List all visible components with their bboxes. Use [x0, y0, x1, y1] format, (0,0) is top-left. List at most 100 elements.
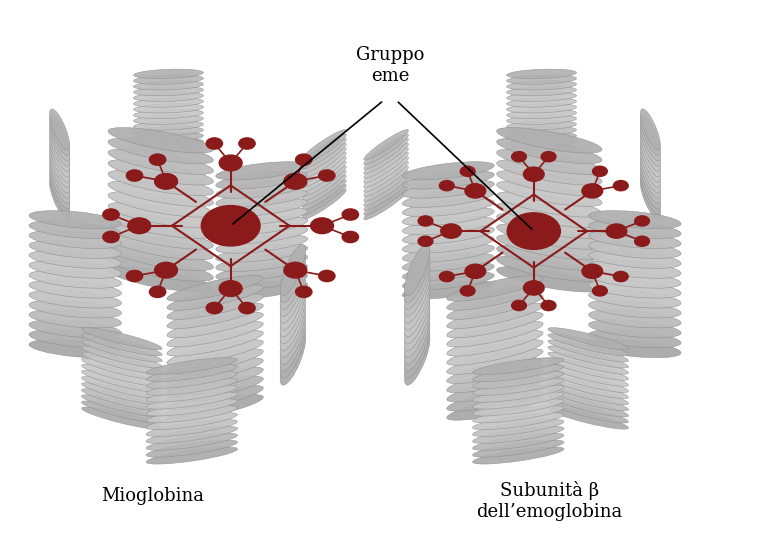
Circle shape [206, 302, 222, 314]
Ellipse shape [640, 109, 661, 150]
Ellipse shape [589, 330, 681, 348]
Ellipse shape [167, 358, 264, 383]
Circle shape [635, 236, 650, 246]
Ellipse shape [473, 385, 564, 402]
Ellipse shape [280, 326, 306, 378]
Ellipse shape [405, 292, 430, 344]
Ellipse shape [507, 69, 576, 78]
Ellipse shape [497, 266, 602, 292]
Ellipse shape [640, 178, 661, 220]
Ellipse shape [447, 285, 543, 310]
Ellipse shape [167, 395, 264, 420]
Ellipse shape [216, 281, 308, 299]
Ellipse shape [405, 299, 430, 351]
Circle shape [441, 224, 462, 238]
Ellipse shape [216, 272, 308, 290]
Ellipse shape [50, 173, 69, 214]
Ellipse shape [302, 166, 346, 197]
Ellipse shape [302, 162, 346, 192]
Ellipse shape [548, 328, 629, 350]
Ellipse shape [133, 86, 204, 96]
Ellipse shape [167, 285, 264, 310]
Circle shape [523, 167, 544, 182]
Ellipse shape [280, 272, 306, 323]
Ellipse shape [216, 171, 308, 189]
Ellipse shape [302, 129, 346, 160]
Circle shape [460, 166, 475, 176]
Text: Gruppo
eme: Gruppo eme [356, 46, 424, 85]
Ellipse shape [507, 98, 576, 107]
Circle shape [541, 151, 556, 162]
Ellipse shape [402, 281, 495, 299]
Ellipse shape [497, 202, 602, 228]
Ellipse shape [497, 235, 602, 260]
Ellipse shape [507, 81, 576, 90]
Ellipse shape [447, 367, 543, 393]
Ellipse shape [447, 275, 543, 301]
Ellipse shape [50, 151, 69, 193]
Ellipse shape [640, 136, 661, 177]
Ellipse shape [108, 128, 214, 153]
Ellipse shape [402, 244, 495, 263]
Ellipse shape [589, 280, 681, 298]
Circle shape [201, 206, 260, 246]
Ellipse shape [29, 300, 122, 318]
Ellipse shape [108, 202, 214, 228]
Ellipse shape [82, 364, 162, 387]
Circle shape [582, 264, 603, 278]
Ellipse shape [82, 376, 162, 398]
Ellipse shape [473, 378, 564, 395]
Circle shape [128, 218, 151, 234]
Ellipse shape [280, 306, 306, 358]
Ellipse shape [167, 386, 264, 411]
Ellipse shape [280, 292, 306, 344]
Ellipse shape [280, 279, 306, 330]
Ellipse shape [640, 130, 661, 172]
Ellipse shape [50, 120, 69, 161]
Ellipse shape [280, 285, 306, 337]
Ellipse shape [497, 181, 602, 206]
Ellipse shape [133, 69, 204, 78]
Ellipse shape [548, 340, 629, 362]
Ellipse shape [302, 180, 346, 211]
Ellipse shape [133, 75, 204, 84]
Ellipse shape [302, 175, 346, 206]
Circle shape [541, 300, 556, 310]
Ellipse shape [640, 146, 661, 187]
Ellipse shape [302, 139, 346, 169]
Ellipse shape [146, 406, 237, 423]
Ellipse shape [363, 162, 409, 192]
Ellipse shape [50, 157, 69, 198]
Ellipse shape [108, 149, 214, 175]
Ellipse shape [447, 321, 543, 347]
Ellipse shape [473, 447, 564, 464]
Ellipse shape [302, 157, 346, 187]
Ellipse shape [402, 226, 495, 244]
Ellipse shape [405, 258, 430, 310]
Circle shape [512, 151, 526, 162]
Ellipse shape [82, 328, 162, 350]
Ellipse shape [548, 395, 629, 417]
Circle shape [439, 272, 454, 281]
Ellipse shape [507, 115, 576, 125]
Ellipse shape [146, 433, 237, 451]
Ellipse shape [82, 389, 162, 411]
Ellipse shape [146, 385, 237, 402]
Ellipse shape [507, 143, 576, 153]
Ellipse shape [402, 272, 495, 290]
Ellipse shape [363, 153, 409, 183]
Circle shape [418, 216, 433, 226]
Ellipse shape [167, 367, 264, 393]
Ellipse shape [640, 125, 661, 166]
Ellipse shape [473, 433, 564, 451]
Ellipse shape [405, 313, 430, 365]
Ellipse shape [507, 104, 576, 113]
Circle shape [439, 180, 454, 191]
Circle shape [310, 218, 334, 234]
Ellipse shape [29, 250, 122, 268]
Circle shape [465, 184, 486, 198]
Ellipse shape [29, 339, 122, 358]
Circle shape [154, 263, 178, 278]
Ellipse shape [473, 392, 564, 409]
Circle shape [342, 209, 359, 220]
